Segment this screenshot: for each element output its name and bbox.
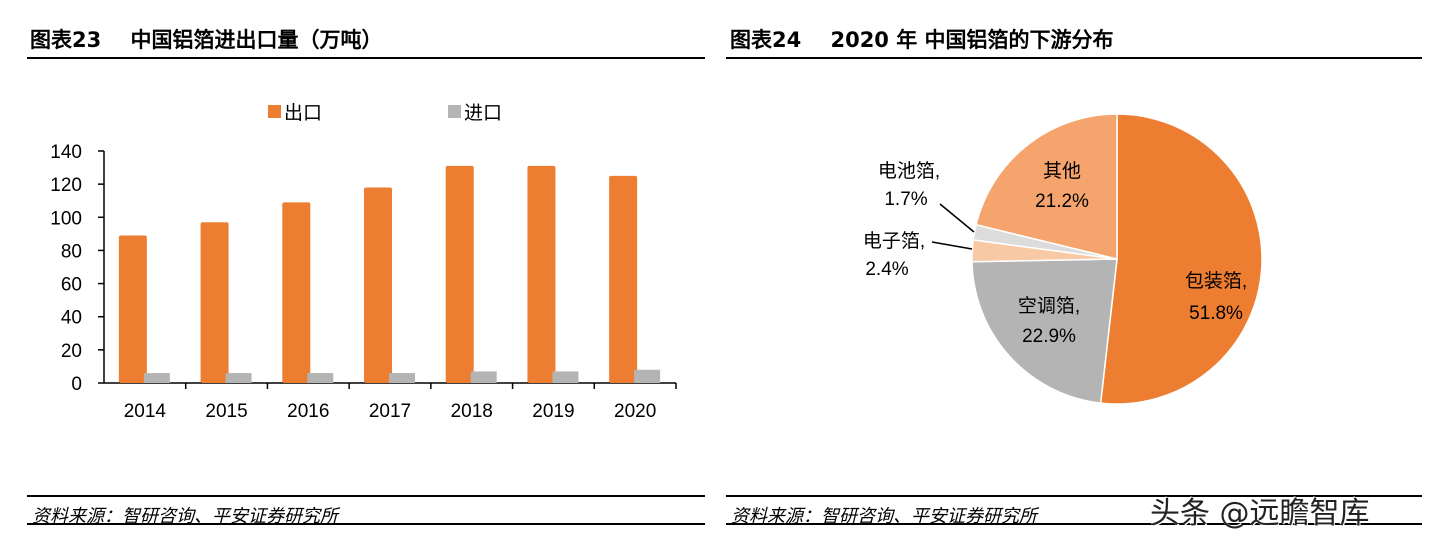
- y-tick-label: 80: [61, 241, 82, 262]
- pie-slice-0: [1099, 113, 1263, 405]
- pie-chart: 电池箔, 1.7% 电子箔, 2.4% 其他 21.2% 空调箔, 22.9% …: [863, 113, 1263, 405]
- bar-chart: 出口 进口 0 20 40 60 80 100 120 140 2014 2015 2016 2017…: [50, 102, 677, 422]
- bar-export-2014: [118, 235, 147, 383]
- y-tick-label: 20: [61, 341, 82, 362]
- bar-import-2014: [143, 373, 170, 383]
- bar-import-2019: [552, 371, 579, 383]
- legend-label-export: 出口: [284, 102, 322, 124]
- right-source-note: 资料来源：智研咨询、平安证券研究所: [731, 506, 1037, 527]
- x-tick-label: 2019: [532, 401, 574, 422]
- bar-import-2016: [307, 373, 334, 383]
- left-title-rule: [27, 57, 705, 59]
- bar-import-2017: [389, 373, 415, 383]
- right-chart-title: 图表24 2020 年 中国铝箔的下游分布: [730, 28, 1114, 52]
- y-tick-label: 0: [71, 374, 82, 395]
- pie-label-ac: 空调箔,: [1018, 295, 1080, 317]
- left-source-note: 资料来源：智研咨询、平安证券研究所: [32, 506, 338, 527]
- leader-line-battery: [939, 203, 975, 233]
- x-tick-label: 2020: [614, 401, 656, 422]
- right-source-top-rule: [726, 495, 1422, 497]
- bar-import-2018: [470, 371, 497, 383]
- x-tick-label: 2018: [451, 401, 493, 422]
- leader-line-electronic: [931, 241, 973, 250]
- y-tick-label: 100: [50, 208, 82, 229]
- x-tick-label: 2017: [369, 401, 411, 422]
- legend-swatch-import: [448, 105, 461, 118]
- bar-export-2018: [445, 165, 474, 383]
- bar-import-2015: [225, 373, 252, 383]
- left-bottom-rule: [27, 523, 705, 525]
- bar-export-2015: [200, 222, 229, 383]
- legend: 出口 进口: [268, 102, 502, 124]
- bar-import-2020: [634, 369, 661, 383]
- y-tick-label: 120: [50, 175, 82, 196]
- legend-label-import: 进口: [464, 102, 502, 124]
- pie-value-battery: 1.7%: [884, 189, 927, 210]
- y-tick-label: 140: [50, 142, 82, 163]
- legend-swatch-export: [268, 105, 281, 118]
- y-tick-label: 40: [61, 308, 82, 329]
- right-title-rule: [726, 57, 1422, 59]
- pie-label-electronic: 电子箔,: [863, 230, 925, 252]
- x-tick-label: 2015: [205, 401, 247, 422]
- pie-label-packaging: 包装箔,: [1185, 270, 1247, 292]
- pie-label-battery: 电池箔,: [878, 160, 940, 182]
- right-bottom-rule: [726, 523, 1422, 525]
- pie-slice-4: [975, 113, 1118, 260]
- bar-export-2019: [527, 165, 556, 383]
- bar-export-2020: [609, 175, 638, 383]
- watermark: 头条 @远瞻智库: [1150, 496, 1370, 531]
- bar-export-2016: [282, 202, 311, 383]
- pie-value-electronic: 2.4%: [865, 259, 908, 280]
- bar-export-2017: [364, 187, 392, 383]
- pie-value-other: 21.2%: [1035, 191, 1089, 212]
- left-source-top-rule: [27, 495, 705, 497]
- pie-label-other: 其他: [1043, 160, 1081, 182]
- pie-value-packaging: 51.8%: [1189, 303, 1243, 324]
- x-tick-label: 2014: [124, 401, 167, 422]
- pie-value-ac: 22.9%: [1022, 326, 1076, 347]
- left-chart-title: 图表23 中国铝箔进出口量（万吨）: [30, 28, 383, 52]
- pie-slice-1: [971, 258, 1118, 404]
- x-tick-label: 2016: [287, 401, 329, 422]
- y-tick-label: 60: [61, 275, 82, 296]
